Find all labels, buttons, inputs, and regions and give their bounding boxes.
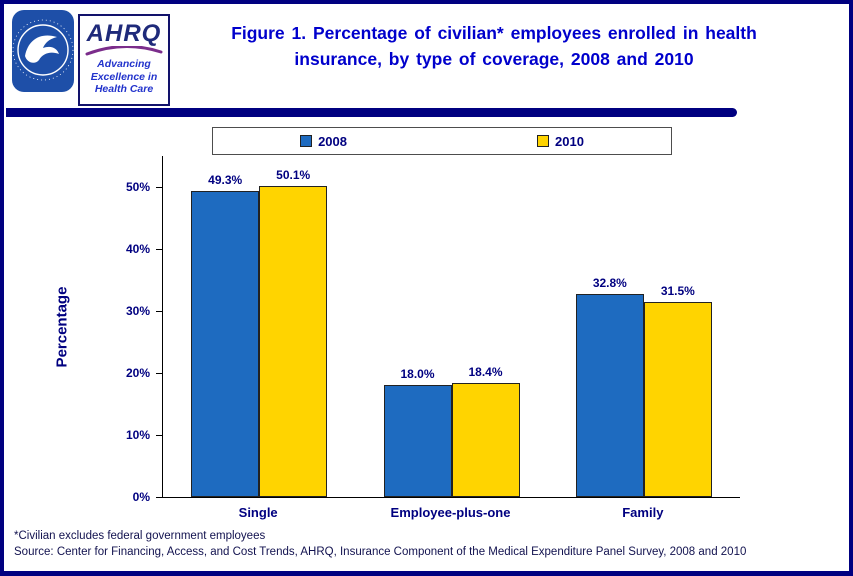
ahrq-tagline-line2: Excellence in bbox=[90, 70, 158, 83]
y-tick-mark bbox=[156, 311, 162, 312]
bar-2008-employee-plus-one bbox=[383, 385, 452, 497]
y-tick-label: 40% bbox=[125, 242, 150, 256]
bar-2008-single bbox=[191, 191, 260, 497]
figure-title: Figure 1. Percentage of civilian* employ… bbox=[231, 23, 757, 69]
value-label-2010-family: 31.5% bbox=[660, 283, 695, 298]
legend: 2008 2010 bbox=[212, 127, 672, 155]
legend-item-2010: 2010 bbox=[537, 134, 584, 149]
y-tick-mark bbox=[156, 373, 162, 374]
bar-2008-family bbox=[575, 293, 644, 497]
x-axis-label-family: Family bbox=[622, 505, 664, 520]
y-axis: 0% 10% 20% 30% 40% 50% bbox=[110, 156, 162, 504]
y-axis-title: Percentage bbox=[53, 286, 71, 368]
value-label-2010-single: 50.1% bbox=[276, 168, 311, 183]
bar-2010-family bbox=[643, 301, 712, 497]
value-label-2008-family: 32.8% bbox=[592, 275, 627, 290]
ahrq-tagline-line1: Advancing bbox=[97, 58, 151, 70]
legend-swatch-2008 bbox=[300, 135, 313, 147]
value-label-2010-employee-plus-one: 18.4% bbox=[468, 364, 503, 379]
bar-2010-single bbox=[259, 186, 328, 497]
y-tick-mark bbox=[156, 249, 162, 250]
y-tick-mark bbox=[156, 435, 162, 436]
x-axis-labels: Single Employee-plus-one Family bbox=[162, 505, 740, 523]
y-tick-label: 10% bbox=[125, 428, 150, 442]
legend-item-2008: 2008 bbox=[300, 134, 347, 149]
legend-swatch-2010 bbox=[537, 135, 549, 147]
y-tick-mark bbox=[156, 187, 162, 188]
x-axis-label-employee-plus-one: Employee-plus-one bbox=[390, 505, 511, 520]
ahrq-logo-text: AHRQ bbox=[86, 20, 162, 47]
footnote-source: Source: Center for Financing, Access, an… bbox=[14, 546, 747, 558]
y-tick-mark bbox=[156, 497, 162, 498]
legend-label-2008: 2008 bbox=[318, 133, 347, 149]
y-tick-label: 50% bbox=[125, 180, 150, 194]
value-label-2008-employee-plus-one: 18.0% bbox=[400, 367, 435, 382]
y-tick-label: 20% bbox=[125, 366, 150, 380]
footnote-civilian: *Civilian excludes federal government em… bbox=[14, 530, 266, 542]
y-tick-label: 30% bbox=[125, 304, 150, 318]
hhs-logo-icon bbox=[12, 10, 74, 92]
header-divider bbox=[6, 108, 737, 117]
ahrq-tagline-line3: Health Care bbox=[94, 83, 154, 96]
ahrq-swoosh-icon bbox=[85, 46, 163, 56]
legend-label-2010: 2010 bbox=[555, 133, 584, 149]
bar-2010-employee-plus-one bbox=[451, 382, 520, 497]
ahrq-logo: AHRQ Advancing Excellence in Health Care bbox=[78, 14, 170, 106]
x-axis-label-single: Single bbox=[238, 505, 278, 520]
y-tick-label: 0% bbox=[132, 490, 150, 504]
plot-area: 49.3% 50.1% 18.0% 18.4% 32.8% 31.5% bbox=[162, 156, 740, 498]
value-label-2008-single: 49.3% bbox=[208, 173, 243, 188]
